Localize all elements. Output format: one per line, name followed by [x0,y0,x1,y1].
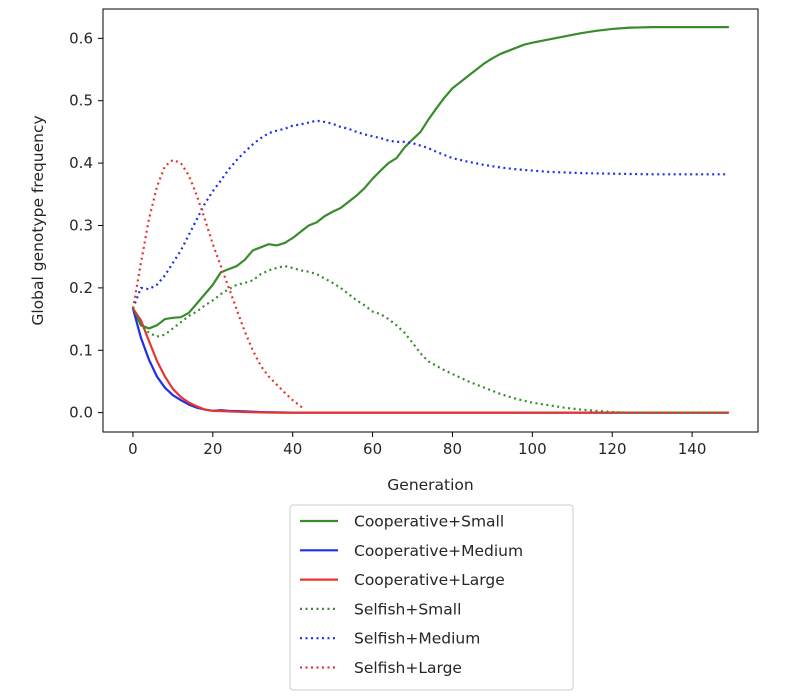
x-axis-label: Generation [387,476,473,494]
legend-label: Cooperative+Small [354,513,504,531]
legend-item: Cooperative+Small [300,513,504,531]
y-tick-label: 0.3 [69,216,93,234]
legend-label: Selfish+Medium [354,630,480,648]
legend-label: Cooperative+Large [354,571,505,589]
x-axis-ticks: 0 20 40 60 80 100 120 140 [128,432,706,458]
y-tick-label: 0.0 [69,404,93,422]
legend-item: Cooperative+Medium [300,542,523,560]
y-tick-label: 0.5 [69,92,93,110]
y-axis-label: Global genotype frequency [29,115,47,325]
plot-area: 0 20 40 60 80 100 120 140 0.0 0.1 0.2 0.3 0.4 0.5 0.6 [69,8,759,458]
series-line-cooperative-small [131,25,730,330]
series-line-cooperative-large [131,307,730,414]
x-tick-label: 20 [203,440,222,458]
x-tick-label: 60 [363,440,382,458]
y-tick-label: 0.1 [69,341,93,359]
y-tick-label: 0.4 [69,154,93,172]
x-tick-label: 0 [128,440,138,458]
x-tick-label: 40 [283,440,302,458]
x-tick-label: 140 [678,440,707,458]
x-tick-label: 100 [518,440,547,458]
legend-item: Selfish+Small [300,600,461,618]
axes-frame [102,8,759,433]
y-axis-ticks: 0.0 0.1 0.2 0.3 0.4 0.5 0.6 [69,29,103,422]
legend: Cooperative+Small Cooperative+Medium Coope… [289,504,574,691]
y-tick-label: 0.2 [69,279,93,297]
legend-item: Selfish+Large [300,659,462,677]
x-tick-label: 80 [443,440,462,458]
legend-label: Selfish+Large [354,659,462,677]
legend-label: Selfish+Small [354,600,461,618]
legend-item: Cooperative+Large [300,571,505,589]
legend-box [289,504,574,691]
x-tick-label: 120 [598,440,627,458]
y-tick-label: 0.6 [69,29,93,47]
legend-item: Selfish+Medium [300,630,480,648]
series-line-selfish-large [131,158,306,411]
legend-label: Cooperative+Medium [354,542,523,560]
series-layer [131,25,730,414]
legend-items: Cooperative+Small Cooperative+Medium Coope… [300,513,523,677]
